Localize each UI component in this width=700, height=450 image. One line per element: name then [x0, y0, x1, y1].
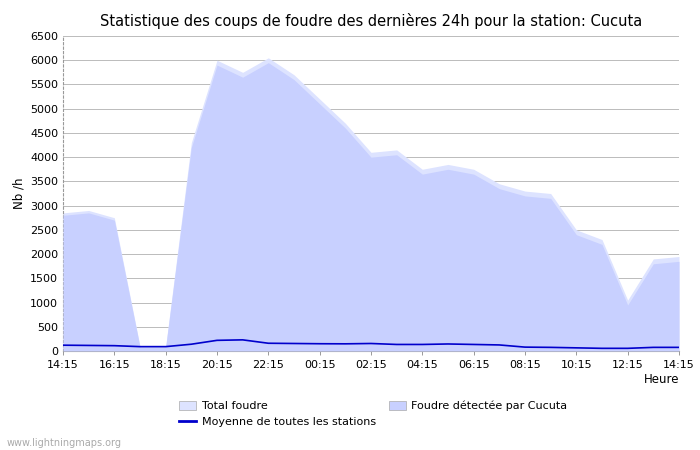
Text: Heure: Heure: [643, 373, 679, 386]
Text: www.lightningmaps.org: www.lightningmaps.org: [7, 438, 122, 448]
Y-axis label: Nb /h: Nb /h: [13, 178, 26, 209]
Title: Statistique des coups de foudre des dernières 24h pour la station: Cucuta: Statistique des coups de foudre des dern…: [100, 14, 642, 29]
Legend: Total foudre, Moyenne de toutes les stations, Foudre détectée par Cucuta: Total foudre, Moyenne de toutes les stat…: [179, 400, 568, 427]
